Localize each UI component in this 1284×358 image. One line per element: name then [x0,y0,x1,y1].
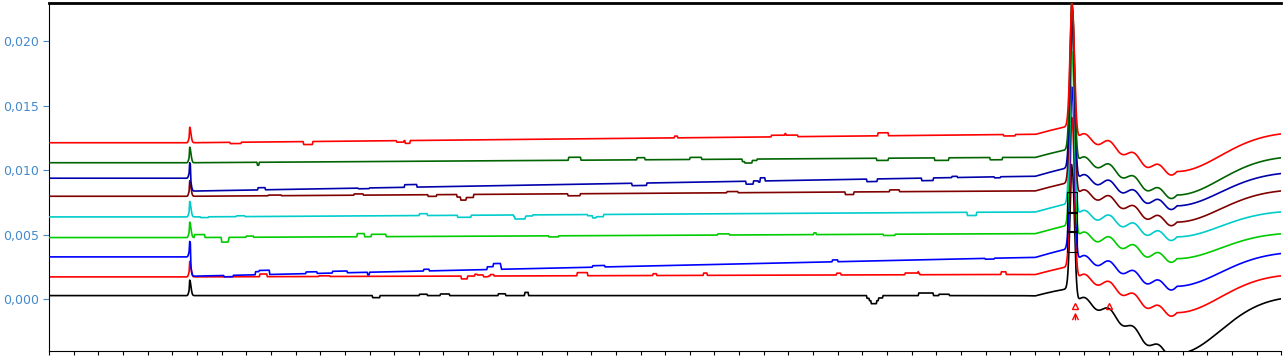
Bar [1067,212,1077,232]
Bar [1067,231,1077,252]
Bar [1067,192,1077,213]
